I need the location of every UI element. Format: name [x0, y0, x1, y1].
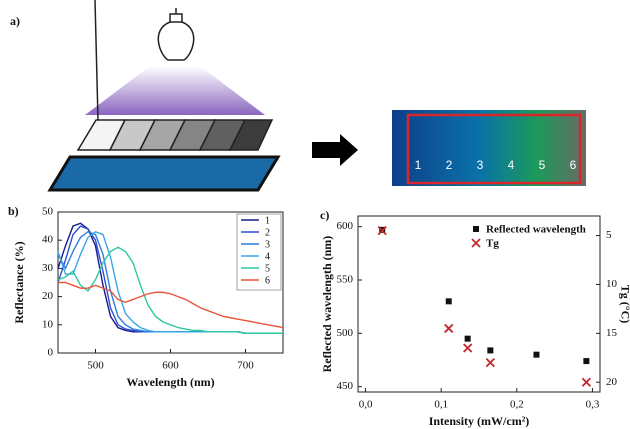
legend-label: 4 — [265, 251, 270, 262]
legend-label: 5 — [265, 263, 270, 274]
lamp — [157, 8, 195, 61]
plot-frame — [357, 215, 601, 393]
legend-label: 2 — [265, 227, 270, 238]
y2-tick-label: 20 — [606, 376, 618, 388]
y2-tick-label: 10 — [606, 278, 618, 290]
sample-photo — [392, 110, 586, 186]
y-axis-title: Reflectance (%) — [12, 241, 26, 323]
y-tick-label: 500 — [337, 327, 354, 339]
x-tick-label: 0,3 — [586, 399, 600, 411]
cross-marker — [463, 343, 473, 353]
square-marker — [445, 298, 452, 305]
y2-tick-label: 15 — [606, 327, 618, 339]
legend-label: 3 — [265, 239, 270, 250]
cross-marker — [485, 358, 495, 368]
square-marker — [487, 347, 494, 354]
sample-label: 6 — [570, 158, 577, 172]
light-beam — [85, 66, 265, 115]
series-line — [57, 246, 283, 334]
y2-axis-title: Tg (°C) — [618, 285, 630, 323]
y-tick-label: 30 — [42, 262, 54, 274]
x-tick-label: 500 — [87, 360, 104, 372]
y2-tick-label: 5 — [606, 229, 612, 241]
legend-label: 6 — [265, 275, 270, 286]
y-tick-label: 50 — [42, 206, 54, 218]
legend-swatch — [471, 238, 481, 248]
legend-swatch — [473, 226, 479, 232]
x-axis-title: Wavelength (nm) — [126, 375, 214, 389]
y-tick-label: 20 — [42, 290, 54, 302]
panel-label: b) — [8, 204, 19, 218]
sample-label: 5 — [539, 158, 546, 172]
x-axis-title: Intensity (mW/cm²) — [429, 414, 530, 428]
y-axis-title: Reflected wavelength (nm) — [320, 236, 334, 373]
y-tick-label: 40 — [42, 234, 54, 246]
sample-label: 4 — [508, 158, 515, 172]
y-tick-label: 0 — [48, 347, 54, 359]
cross-marker — [377, 226, 387, 236]
y-tick-label: 600 — [337, 220, 354, 232]
x-tick-label: 0,1 — [434, 399, 448, 411]
photo-frame — [406, 113, 582, 185]
legend-label: Reflected wavelength — [486, 224, 586, 236]
x-tick-label: 700 — [237, 360, 254, 372]
sample-label: 3 — [477, 158, 484, 172]
cross-marker — [444, 323, 454, 334]
y-tick-label: 550 — [337, 274, 354, 286]
x-tick-label: 0,2 — [510, 399, 524, 411]
photomask — [76, 0, 274, 151]
legend-label: Tg — [486, 238, 499, 250]
legend-label: 1 — [265, 215, 270, 226]
sample-labels: 1 2 3 4 5 6 — [415, 158, 577, 172]
sample — [47, 155, 281, 192]
square-marker — [464, 335, 471, 342]
legend-box — [236, 213, 282, 291]
cross-marker — [581, 377, 592, 387]
sample-label: 1 — [415, 158, 422, 172]
arrow — [312, 134, 358, 166]
panel-label: c) — [320, 208, 329, 222]
series-line — [58, 281, 284, 329]
x-tick-label: 0,0 — [359, 399, 373, 411]
x-tick-label: 600 — [162, 360, 179, 372]
y-tick-label: 10 — [42, 318, 54, 330]
y-tick-label: 450 — [337, 380, 354, 392]
square-marker — [533, 351, 540, 358]
sample-label: 2 — [446, 158, 453, 172]
panel-label: a) — [10, 14, 20, 28]
square-marker — [583, 358, 590, 365]
